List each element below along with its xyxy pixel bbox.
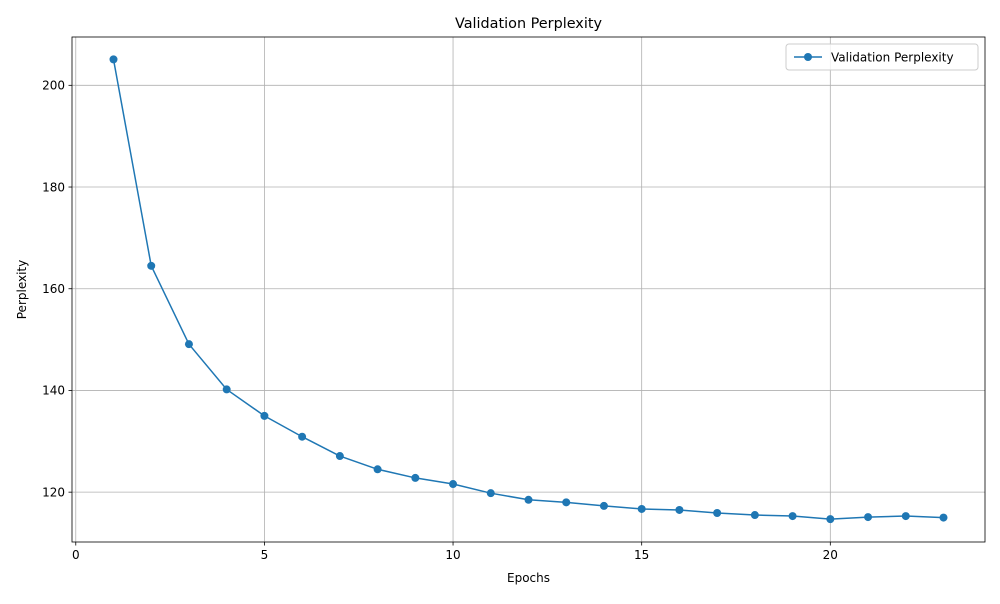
series-layer: [109, 55, 948, 524]
y-axis-label: Perplexity: [15, 260, 29, 320]
data-point: [260, 411, 269, 420]
y-axis-ticks: 120 140 160 180 200: [42, 79, 72, 499]
data-point: [599, 501, 608, 510]
data-point: [147, 261, 156, 270]
data-point: [411, 473, 420, 482]
data-point: [335, 452, 344, 461]
data-point: [675, 505, 684, 514]
y-tick-label: 160: [42, 282, 65, 296]
data-point: [864, 513, 873, 522]
x-axis-label: Epochs: [507, 571, 550, 585]
x-tick-label: 0: [72, 548, 80, 562]
data-point: [637, 504, 646, 513]
plot-frame: [71, 36, 986, 543]
y-tick-label: 200: [42, 79, 65, 93]
data-point: [449, 480, 458, 489]
data-point: [298, 432, 307, 441]
legend: Validation Perplexity: [785, 43, 979, 71]
y-tick-label: 120: [42, 485, 65, 499]
legend-label: Validation Perplexity: [831, 50, 954, 64]
legend-box: [785, 43, 979, 71]
data-point: [901, 512, 910, 521]
data-point: [788, 512, 797, 521]
x-tick-label: 5: [261, 548, 269, 562]
data-point: [222, 385, 231, 394]
y-tick-label: 140: [42, 384, 65, 398]
x-tick-label: 20: [823, 548, 838, 562]
data-point: [939, 513, 948, 522]
data-point: [562, 498, 571, 507]
x-tick-label: 15: [634, 548, 649, 562]
data-point: [486, 489, 495, 498]
chart-title: Validation Perplexity: [455, 16, 602, 32]
data-point: [184, 340, 193, 349]
data-point: [713, 509, 722, 518]
legend-marker-swatch: [804, 53, 812, 61]
x-axis-ticks: 0 5 10 15 20: [72, 542, 838, 562]
data-point: [373, 465, 382, 474]
data-point: [750, 511, 759, 520]
y-tick-label: 180: [42, 180, 65, 194]
x-tick-label: 10: [445, 548, 460, 562]
data-point: [826, 515, 835, 524]
data-point: [524, 495, 533, 504]
data-point: [109, 55, 118, 64]
